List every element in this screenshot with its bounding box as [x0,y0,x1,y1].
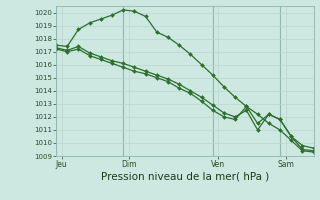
X-axis label: Pression niveau de la mer( hPa ): Pression niveau de la mer( hPa ) [101,172,269,182]
